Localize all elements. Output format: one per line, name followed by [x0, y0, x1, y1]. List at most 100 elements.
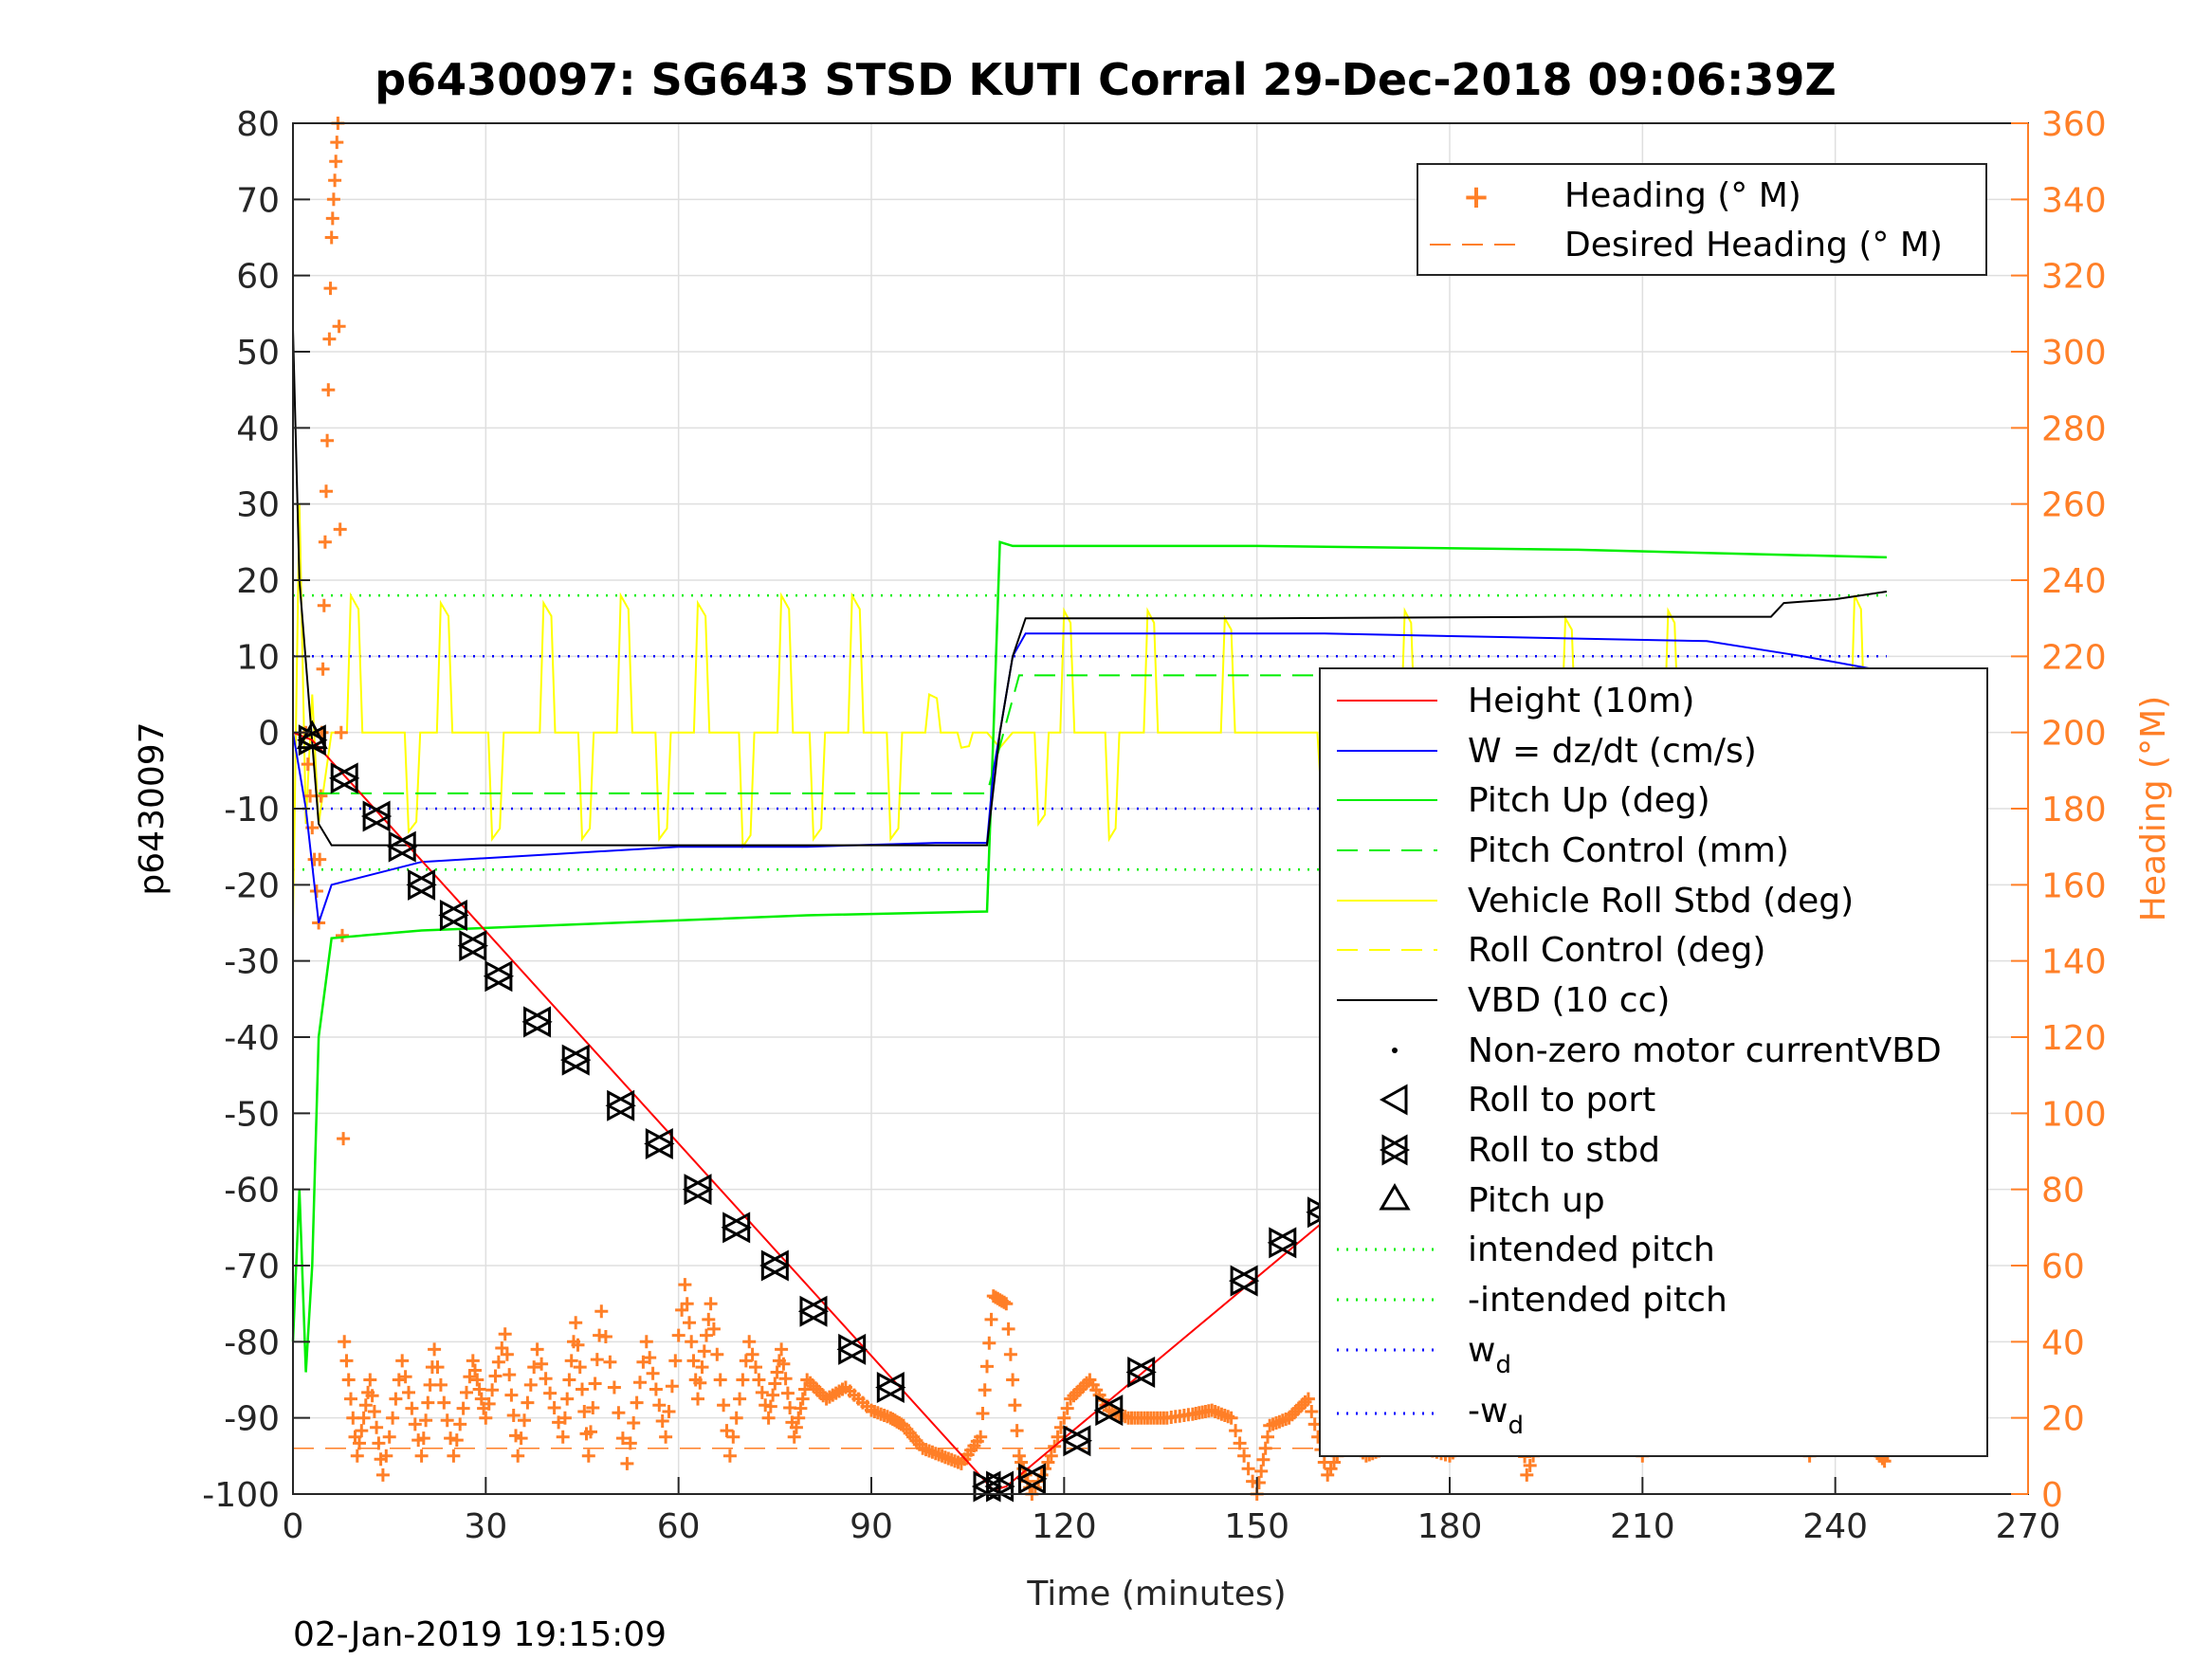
heading-marker — [365, 1389, 379, 1403]
right-tick-label: 280 — [2041, 410, 2107, 448]
heading-marker — [761, 1411, 776, 1425]
heading-marker — [402, 1385, 415, 1399]
heading-marker — [447, 1449, 461, 1463]
right-tick-label: 20 — [2041, 1400, 2085, 1439]
heading-marker — [453, 1417, 467, 1431]
roll-marker — [1125, 1356, 1157, 1388]
legend-label-motor: Non-zero motor currentVBD — [1468, 1031, 1942, 1070]
roll-marker — [387, 830, 418, 863]
heading-marker — [768, 1376, 782, 1391]
roll-marker — [682, 1174, 714, 1206]
heading-marker — [680, 1297, 694, 1311]
heading-marker — [506, 1409, 521, 1422]
heading-marker — [444, 1431, 458, 1446]
heading-marker — [341, 1373, 356, 1387]
heading-marker — [659, 1430, 673, 1444]
heading-marker — [695, 1360, 709, 1375]
heading-marker — [778, 1372, 793, 1386]
data-series — [291, 328, 1888, 1492]
roll-marker — [1061, 1425, 1093, 1457]
heading-marker — [982, 1336, 996, 1350]
heading-marker — [729, 1411, 743, 1425]
legend-label-pitch-up-marker: Pitch up — [1468, 1181, 1605, 1220]
heading-marker — [398, 1370, 412, 1384]
roll-marker — [759, 1249, 791, 1282]
legend-neg-wd-text: -w — [1468, 1392, 1508, 1431]
heading-marker — [1237, 1449, 1252, 1463]
heading-marker — [504, 1388, 519, 1402]
heading-marker — [710, 1347, 724, 1361]
heading-marker — [317, 598, 331, 612]
vbd-line — [292, 328, 1888, 847]
heading-marker — [607, 1380, 621, 1395]
heading-marker — [980, 1359, 994, 1374]
heading-marker — [430, 1360, 445, 1375]
right-axis-ticks: 3603403203002802602402202001801601401201… — [2011, 105, 2107, 1515]
y-tick-label: -80 — [224, 1323, 280, 1362]
y-tick-label: -40 — [224, 1019, 280, 1058]
heading-marker — [564, 1354, 578, 1368]
legend-label-roll-stbd: Roll to stbd — [1468, 1131, 1660, 1170]
heading-marker — [367, 1405, 381, 1418]
heading-marker — [535, 1357, 549, 1371]
legend-wd-text: w — [1468, 1331, 1495, 1370]
heading-marker — [594, 1304, 609, 1319]
heading-marker — [974, 1430, 988, 1444]
roll-marker — [836, 1333, 868, 1365]
heading-marker — [558, 1411, 572, 1425]
heading-marker — [630, 1395, 644, 1410]
roll-marker — [1016, 1463, 1048, 1495]
heading-marker — [556, 1430, 570, 1444]
heading-marker — [717, 1398, 731, 1413]
heading-marker — [984, 1312, 998, 1326]
heading-marker — [1229, 1424, 1243, 1438]
heading-marker — [1224, 1411, 1238, 1425]
heading-marker — [485, 1383, 500, 1397]
legend-label-neg-wd: -wd — [1468, 1392, 1524, 1440]
heading-marker — [668, 1354, 683, 1368]
heading-marker — [1520, 1468, 1534, 1482]
heading-marker — [337, 1132, 351, 1146]
heading-marker — [355, 1424, 369, 1438]
heading-marker — [488, 1369, 503, 1383]
heading-marker — [356, 1411, 371, 1425]
legend-heading: + Heading (° M) Desired Heading (° M) — [1417, 163, 1987, 276]
legend-label-pitch-up: Pitch Up (deg) — [1468, 781, 1710, 820]
heading-marker — [671, 1328, 686, 1342]
y-axis-label: p6430097 — [133, 721, 172, 895]
roll-marker — [406, 868, 437, 901]
y-tick-label: 20 — [236, 562, 280, 601]
heading-marker — [794, 1401, 808, 1415]
heading-marker — [795, 1392, 810, 1406]
right-tick-label: 160 — [2041, 866, 2107, 905]
heading-marker — [739, 1354, 753, 1368]
heading-marker — [590, 1353, 604, 1367]
heading-marker — [736, 1373, 750, 1387]
x-tick-label: 30 — [464, 1507, 507, 1546]
heading-marker — [1044, 1449, 1058, 1463]
y-tick-label: 70 — [236, 181, 280, 220]
y-tick-label: 30 — [236, 486, 280, 525]
heading-marker — [571, 1338, 585, 1352]
heading-marker — [437, 1395, 451, 1410]
heading-marker — [652, 1398, 667, 1413]
roll-marker — [360, 800, 393, 832]
heading-marker — [976, 1407, 990, 1420]
heading-marker — [683, 1316, 696, 1330]
heading-marker — [1008, 1398, 1022, 1413]
heading-marker — [702, 1312, 716, 1326]
heading-marker — [470, 1373, 484, 1387]
heading-marker — [763, 1399, 777, 1413]
roll-marker — [721, 1212, 752, 1244]
heading-marker — [766, 1388, 780, 1402]
heading-marker — [1051, 1430, 1065, 1444]
heading-marker — [722, 1449, 737, 1463]
right-tick-label: 140 — [2041, 943, 2107, 982]
heading-marker — [1256, 1452, 1271, 1467]
x-tick-label: 60 — [657, 1507, 701, 1546]
heading-marker — [468, 1363, 482, 1377]
heading-marker — [749, 1360, 762, 1375]
heading-marker — [358, 1398, 373, 1413]
y-tick-label: -70 — [224, 1248, 280, 1286]
